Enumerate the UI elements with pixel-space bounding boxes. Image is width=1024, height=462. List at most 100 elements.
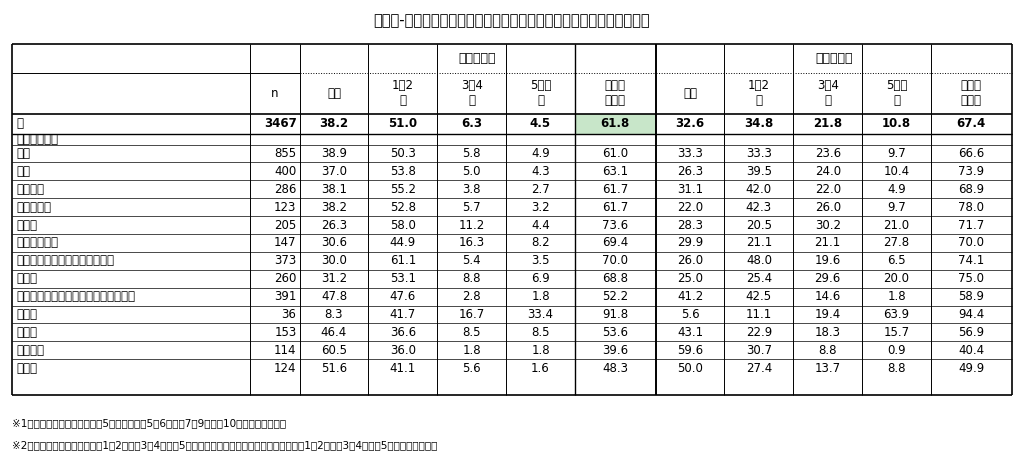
Text: 51.0: 51.0	[388, 117, 418, 130]
Text: 61.7: 61.7	[602, 201, 629, 213]
Text: 47.6: 47.6	[390, 290, 416, 303]
Text: 1～2
回: 1～2 回	[748, 79, 770, 107]
Text: 44.9: 44.9	[390, 237, 416, 249]
Text: 9.7: 9.7	[887, 201, 906, 213]
Text: 20.5: 20.5	[745, 219, 772, 231]
Text: 32.6: 32.6	[676, 117, 705, 130]
Text: 3467: 3467	[264, 117, 297, 130]
Text: 外科: 外科	[16, 165, 31, 178]
Text: 脳神経外科: 脳神経外科	[16, 201, 51, 213]
Text: 66.6: 66.6	[958, 147, 984, 160]
Text: 36.0: 36.0	[390, 344, 416, 357]
Text: 40.4: 40.4	[958, 344, 984, 357]
Text: 61.0: 61.0	[602, 147, 629, 160]
Text: 5回以
上: 5回以 上	[886, 79, 907, 107]
Text: 78.0: 78.0	[958, 201, 984, 213]
Text: 4.3: 4.3	[531, 165, 550, 178]
Text: 25.4: 25.4	[745, 272, 772, 285]
Text: 56.9: 56.9	[958, 326, 984, 339]
Text: 94.4: 94.4	[958, 308, 984, 321]
Text: 67.4: 67.4	[956, 117, 986, 130]
Text: 34.8: 34.8	[744, 117, 773, 130]
Text: 39.5: 39.5	[745, 165, 772, 178]
Text: 3.2: 3.2	[531, 201, 550, 213]
Text: 50.0: 50.0	[677, 362, 703, 375]
Text: 38.2: 38.2	[319, 117, 348, 130]
Text: 宿直の回数: 宿直の回数	[815, 52, 852, 65]
Text: 63.9: 63.9	[884, 308, 909, 321]
Text: 内科: 内科	[16, 147, 31, 160]
Text: 22.9: 22.9	[745, 326, 772, 339]
Text: 58.0: 58.0	[390, 219, 416, 231]
Text: 日直あ
り・計: 日直あ り・計	[605, 79, 626, 107]
Bar	[574, 114, 655, 134]
Text: 42.0: 42.0	[745, 183, 772, 196]
Text: 日直の回数: 日直の回数	[459, 52, 497, 65]
Text: 27.8: 27.8	[884, 237, 909, 249]
Text: 33.3: 33.3	[745, 147, 772, 160]
Text: 4.5: 4.5	[530, 117, 551, 130]
Text: 71.7: 71.7	[958, 219, 984, 231]
Text: 61.8: 61.8	[601, 117, 630, 130]
Text: 26.0: 26.0	[815, 201, 841, 213]
Text: 53.1: 53.1	[390, 272, 416, 285]
Text: 4.9: 4.9	[531, 147, 550, 160]
Text: 61.7: 61.7	[602, 183, 629, 196]
Text: 23.6: 23.6	[815, 147, 841, 160]
Text: 37.0: 37.0	[321, 165, 347, 178]
Text: 呼吸器科・消化器科・循環器科: 呼吸器科・消化器科・循環器科	[16, 254, 115, 267]
Text: 8.5: 8.5	[463, 326, 481, 339]
Text: 22.0: 22.0	[677, 201, 703, 213]
Text: 42.5: 42.5	[745, 290, 772, 303]
Text: 25.0: 25.0	[677, 272, 703, 285]
Text: 15.7: 15.7	[884, 326, 909, 339]
Text: 13.7: 13.7	[815, 362, 841, 375]
Text: 260: 260	[274, 272, 297, 285]
Text: ※2：「日直あり・計」は、「1～2回」「3～4回」「5回以上」の合計。「宿直あり・計」は、「1～2回」「3～4回」「5回以上」の合計。: ※2：「日直あり・計」は、「1～2回」「3～4回」「5回以上」の合計。「宿直あり…	[12, 440, 437, 450]
Text: 14.6: 14.6	[815, 290, 841, 303]
Text: 41.2: 41.2	[677, 290, 703, 303]
Text: 26.0: 26.0	[677, 254, 703, 267]
Text: 6.3: 6.3	[461, 117, 482, 130]
Text: 21.8: 21.8	[813, 117, 843, 130]
Text: 38.2: 38.2	[321, 201, 347, 213]
Text: 33.4: 33.4	[527, 308, 554, 321]
Text: 53.6: 53.6	[602, 326, 629, 339]
Text: 救急科: 救急科	[16, 308, 38, 321]
Text: 147: 147	[274, 237, 297, 249]
Text: 産科・婦人科: 産科・婦人科	[16, 237, 58, 249]
Text: 52.8: 52.8	[390, 201, 416, 213]
Text: 10.8: 10.8	[882, 117, 911, 130]
Text: 29.6: 29.6	[815, 272, 841, 285]
Text: 53.8: 53.8	[390, 165, 416, 178]
Text: 3.5: 3.5	[531, 254, 550, 267]
Text: 55.2: 55.2	[390, 183, 416, 196]
Text: 麻酔科: 麻酔科	[16, 326, 38, 339]
Text: 39.6: 39.6	[602, 344, 629, 357]
Text: 精神科: 精神科	[16, 272, 38, 285]
Text: 26.3: 26.3	[321, 219, 347, 231]
Text: 16.7: 16.7	[459, 308, 484, 321]
Text: 18.3: 18.3	[815, 326, 841, 339]
Text: 41.7: 41.7	[390, 308, 416, 321]
Text: 29.9: 29.9	[677, 237, 703, 249]
Text: 68.8: 68.8	[602, 272, 629, 285]
Text: 153: 153	[274, 326, 297, 339]
Text: なし: なし	[683, 87, 697, 100]
Text: 1.8: 1.8	[462, 344, 481, 357]
Text: 6.9: 6.9	[531, 272, 550, 285]
Text: 28.3: 28.3	[677, 219, 703, 231]
Text: 3～4
回: 3～4 回	[461, 79, 482, 107]
Text: その他: その他	[16, 362, 38, 375]
Text: 4.4: 4.4	[531, 219, 550, 231]
Text: 小児科: 小児科	[16, 219, 38, 231]
Text: なし: なし	[327, 87, 341, 100]
Text: 73.9: 73.9	[958, 165, 984, 178]
Text: 30.2: 30.2	[815, 219, 841, 231]
Text: 3.8: 3.8	[463, 183, 481, 196]
Text: 1.6: 1.6	[531, 362, 550, 375]
Text: 38.9: 38.9	[321, 147, 347, 160]
Text: 10.4: 10.4	[884, 165, 909, 178]
Text: 41.1: 41.1	[390, 362, 416, 375]
Text: 3～4
回: 3～4 回	[817, 79, 839, 107]
